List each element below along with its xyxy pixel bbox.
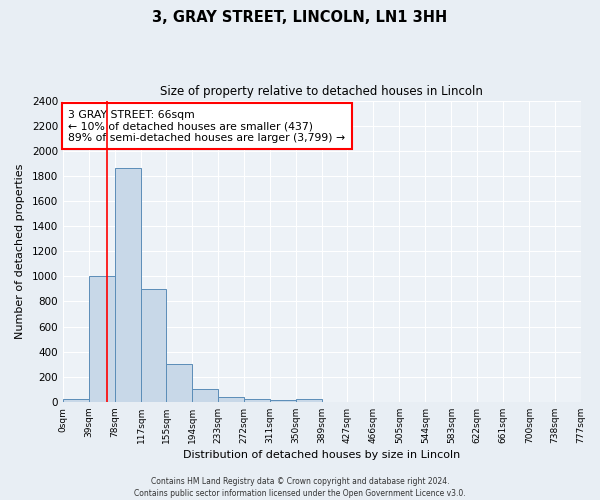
- X-axis label: Distribution of detached houses by size in Lincoln: Distribution of detached houses by size …: [183, 450, 460, 460]
- Y-axis label: Number of detached properties: Number of detached properties: [15, 164, 25, 339]
- Bar: [166, 364, 192, 402]
- Bar: [244, 400, 270, 402]
- Text: Contains HM Land Registry data © Crown copyright and database right 2024.
Contai: Contains HM Land Registry data © Crown c…: [134, 476, 466, 498]
- Bar: [89, 276, 115, 402]
- Bar: [63, 400, 89, 402]
- Bar: [192, 390, 218, 402]
- Bar: [218, 397, 244, 402]
- Bar: [296, 400, 322, 402]
- Text: 3 GRAY STREET: 66sqm
← 10% of detached houses are smaller (437)
89% of semi-deta: 3 GRAY STREET: 66sqm ← 10% of detached h…: [68, 110, 346, 143]
- Bar: [115, 168, 141, 402]
- Title: Size of property relative to detached houses in Lincoln: Size of property relative to detached ho…: [160, 85, 483, 98]
- Bar: [141, 289, 166, 402]
- Text: 3, GRAY STREET, LINCOLN, LN1 3HH: 3, GRAY STREET, LINCOLN, LN1 3HH: [152, 10, 448, 25]
- Bar: [270, 400, 296, 402]
